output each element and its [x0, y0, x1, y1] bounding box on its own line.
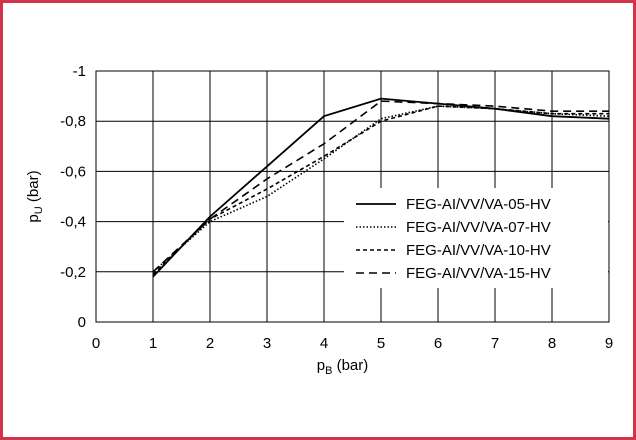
- y-axis-label: pU (bar): [25, 170, 45, 222]
- legend-label: FEG-AI/VV/VA-07-HV: [406, 219, 551, 236]
- y-tick-label: -0,6: [60, 163, 86, 180]
- x-tick-label: 5: [377, 335, 385, 352]
- y-tick-label: -1: [73, 63, 86, 80]
- x-tick-label: 9: [605, 335, 613, 352]
- x-tick-label: 6: [434, 335, 442, 352]
- y-tick-label: -0,2: [60, 264, 86, 281]
- legend-label: FEG-AI/VV/VA-15-HV: [406, 265, 551, 282]
- x-axis-label: pB (bar): [317, 357, 369, 377]
- legend-label: FEG-AI/VV/VA-10-HV: [406, 242, 551, 259]
- y-axis-ticks: 0 -0,2 -0,4 -0,6 -0,8 -1: [60, 63, 86, 331]
- x-tick-label: 8: [548, 335, 556, 352]
- series-line: [152, 97, 610, 278]
- x-tick-label: 3: [263, 335, 271, 352]
- x-axis-ticks: 0 1 2 3 4 5 6 7 8 9: [92, 335, 613, 352]
- series-layer: [152, 97, 610, 278]
- y-tick-label: 0: [78, 314, 86, 331]
- x-tick-label: 0: [92, 335, 100, 352]
- x-tick-label: 1: [149, 335, 157, 352]
- plot-area: [95, 70, 610, 323]
- legend: FEG-AI/VV/VA-05-HV FEG-AI/VV/VA-07-HV FEG-…: [344, 188, 608, 288]
- y-tick-label: -0,8: [60, 113, 86, 130]
- series-line: [152, 105, 609, 275]
- legend-label: FEG-AI/VV/VA-05-HV: [406, 196, 551, 213]
- x-tick-label: 2: [206, 335, 214, 352]
- plot-border: [95, 70, 610, 323]
- x-tick-label: 4: [320, 335, 328, 352]
- x-tick-label: 7: [491, 335, 499, 352]
- y-tick-label: -0,4: [60, 214, 86, 231]
